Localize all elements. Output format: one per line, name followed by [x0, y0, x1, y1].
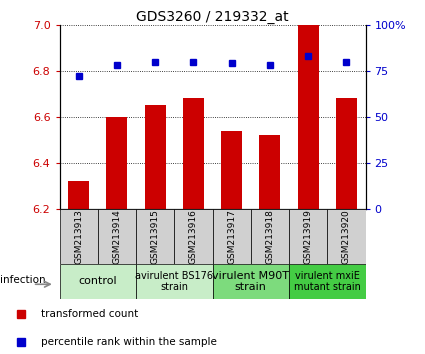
- Bar: [136, 209, 174, 264]
- Title: GDS3260 / 219332_at: GDS3260 / 219332_at: [136, 10, 289, 24]
- Bar: [298, 25, 319, 209]
- Text: GSM213919: GSM213919: [303, 209, 313, 264]
- Text: avirulent BS176
strain: avirulent BS176 strain: [135, 270, 213, 292]
- Text: virulent mxiE
mutant strain: virulent mxiE mutant strain: [294, 270, 361, 292]
- Bar: [98, 209, 136, 264]
- Bar: [327, 209, 366, 264]
- Bar: [106, 117, 128, 209]
- Bar: [60, 264, 136, 299]
- Bar: [212, 264, 289, 299]
- Bar: [289, 209, 327, 264]
- Text: infection: infection: [0, 275, 45, 285]
- Bar: [68, 181, 89, 209]
- Bar: [136, 264, 212, 299]
- Bar: [251, 209, 289, 264]
- Bar: [60, 209, 98, 264]
- Text: GSM213920: GSM213920: [342, 209, 351, 264]
- Text: control: control: [79, 276, 117, 286]
- Text: GSM213918: GSM213918: [265, 209, 275, 264]
- Bar: [144, 105, 166, 209]
- Text: GSM213916: GSM213916: [189, 209, 198, 264]
- Text: GSM213917: GSM213917: [227, 209, 236, 264]
- Bar: [289, 264, 366, 299]
- Bar: [174, 209, 212, 264]
- Bar: [336, 98, 357, 209]
- Text: transformed count: transformed count: [41, 309, 139, 320]
- Text: percentile rank within the sample: percentile rank within the sample: [41, 337, 217, 347]
- Text: GSM213915: GSM213915: [150, 209, 160, 264]
- Bar: [259, 135, 280, 209]
- Bar: [221, 131, 242, 209]
- Text: virulent M90T
strain: virulent M90T strain: [212, 270, 289, 292]
- Text: GSM213914: GSM213914: [112, 209, 122, 264]
- Bar: [212, 209, 251, 264]
- Text: GSM213913: GSM213913: [74, 209, 83, 264]
- Bar: [183, 98, 204, 209]
